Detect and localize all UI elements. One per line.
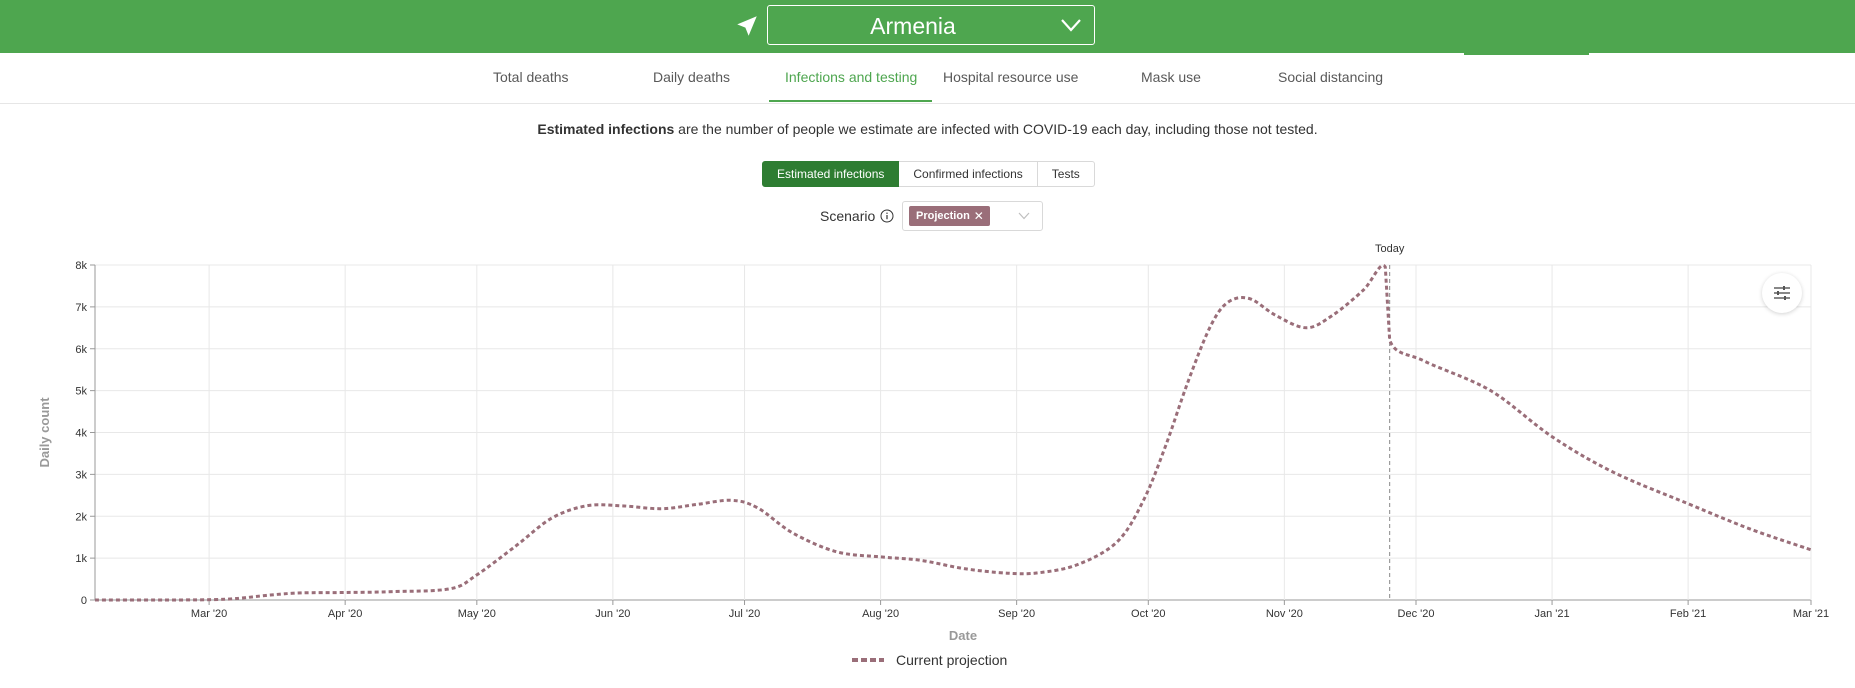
- y-tick-label: 7k: [75, 302, 87, 314]
- scenario-tag: Projection ✕: [909, 206, 990, 226]
- close-icon[interactable]: ✕: [973, 209, 984, 223]
- y-tick-label: 1k: [75, 553, 87, 565]
- x-tick-label: Mar '20: [191, 608, 227, 620]
- chart-settings-button[interactable]: [1762, 273, 1802, 313]
- scenario-label: Scenario: [820, 208, 876, 224]
- y-tick-label: 2k: [75, 511, 87, 523]
- confirmed-infections-button[interactable]: Confirmed infections: [899, 161, 1038, 187]
- x-tick-label: Jan '21: [1534, 608, 1569, 620]
- chevron-down-icon: [1018, 212, 1030, 220]
- info-circle-icon[interactable]: [880, 209, 894, 223]
- infections-chart: 0 1k 2k 3k 4k 5k 6k 7k 8k Mar '20 Apr '20 May '20 Ju…: [37, 243, 1829, 643]
- scenario-tag-label: Projection: [916, 210, 970, 222]
- x-tick-label: Mar '21: [1793, 608, 1829, 620]
- y-tick-label: 4k: [75, 428, 87, 440]
- x-tick-label: Nov '20: [1266, 608, 1303, 620]
- tab-daily-deaths[interactable]: Daily deaths: [653, 69, 731, 85]
- x-tick-label: Oct '20: [1131, 608, 1166, 620]
- x-tick-label: Aug '20: [862, 608, 899, 620]
- x-tick-label: May '20: [458, 608, 496, 620]
- description-bold: Estimated infections: [537, 121, 675, 137]
- tab-mask-use[interactable]: Mask use: [1141, 69, 1201, 85]
- x-tick-label: Dec '20: [1398, 608, 1435, 620]
- y-tick-label: 0: [81, 595, 87, 607]
- legend-swatch: [852, 658, 884, 662]
- country-select[interactable]: Armenia: [767, 5, 1095, 45]
- active-tab-indicator: [769, 100, 932, 102]
- sliders-icon: [1774, 286, 1790, 300]
- description-text: are the number of people we estimate are…: [674, 121, 1318, 137]
- y-tick-label: 3k: [75, 469, 87, 481]
- tab-infections-and-testing[interactable]: Infections and testing: [785, 69, 918, 85]
- header-bar: Armenia: [0, 0, 1855, 53]
- series-line-0: [94, 263, 1812, 602]
- chart-legend: Current projection: [852, 652, 1007, 668]
- tab-bar: Total deaths Daily deaths Infections and…: [0, 53, 1855, 104]
- navigation-arrow-icon[interactable]: [734, 13, 760, 39]
- tab-hospital-resource-use[interactable]: Hospital resource use: [943, 69, 1079, 85]
- x-tick-label: Jun '20: [595, 608, 630, 620]
- y-tick-label: 6k: [75, 344, 87, 356]
- tab-total-deaths[interactable]: Total deaths: [493, 69, 569, 85]
- metric-toggle: Estimated infections Confirmed infection…: [762, 161, 1095, 187]
- x-tick-label: Jul '20: [729, 608, 760, 620]
- y-axis-title: Daily count: [37, 397, 52, 468]
- chart-description: Estimated infections are the number of p…: [0, 121, 1855, 137]
- scroll-indicator: [1464, 52, 1589, 55]
- y-tick-label: 8k: [75, 260, 87, 272]
- chevron-down-icon: [1061, 19, 1081, 32]
- x-axis-title: Date: [949, 628, 977, 643]
- tab-social-distancing[interactable]: Social distancing: [1278, 69, 1384, 85]
- estimated-infections-button[interactable]: Estimated infections: [762, 161, 900, 187]
- legend-label: Current projection: [896, 652, 1008, 668]
- today-label: Today: [1375, 243, 1405, 255]
- x-tick-label: Feb '21: [1670, 608, 1706, 620]
- scenario-select[interactable]: Projection ✕: [902, 201, 1043, 231]
- tests-button[interactable]: Tests: [1037, 161, 1095, 187]
- x-tick-label: Apr '20: [328, 608, 363, 620]
- x-tick-label: Sep '20: [998, 608, 1035, 620]
- y-tick-label: 5k: [75, 386, 87, 398]
- country-name: Armenia: [870, 13, 956, 39]
